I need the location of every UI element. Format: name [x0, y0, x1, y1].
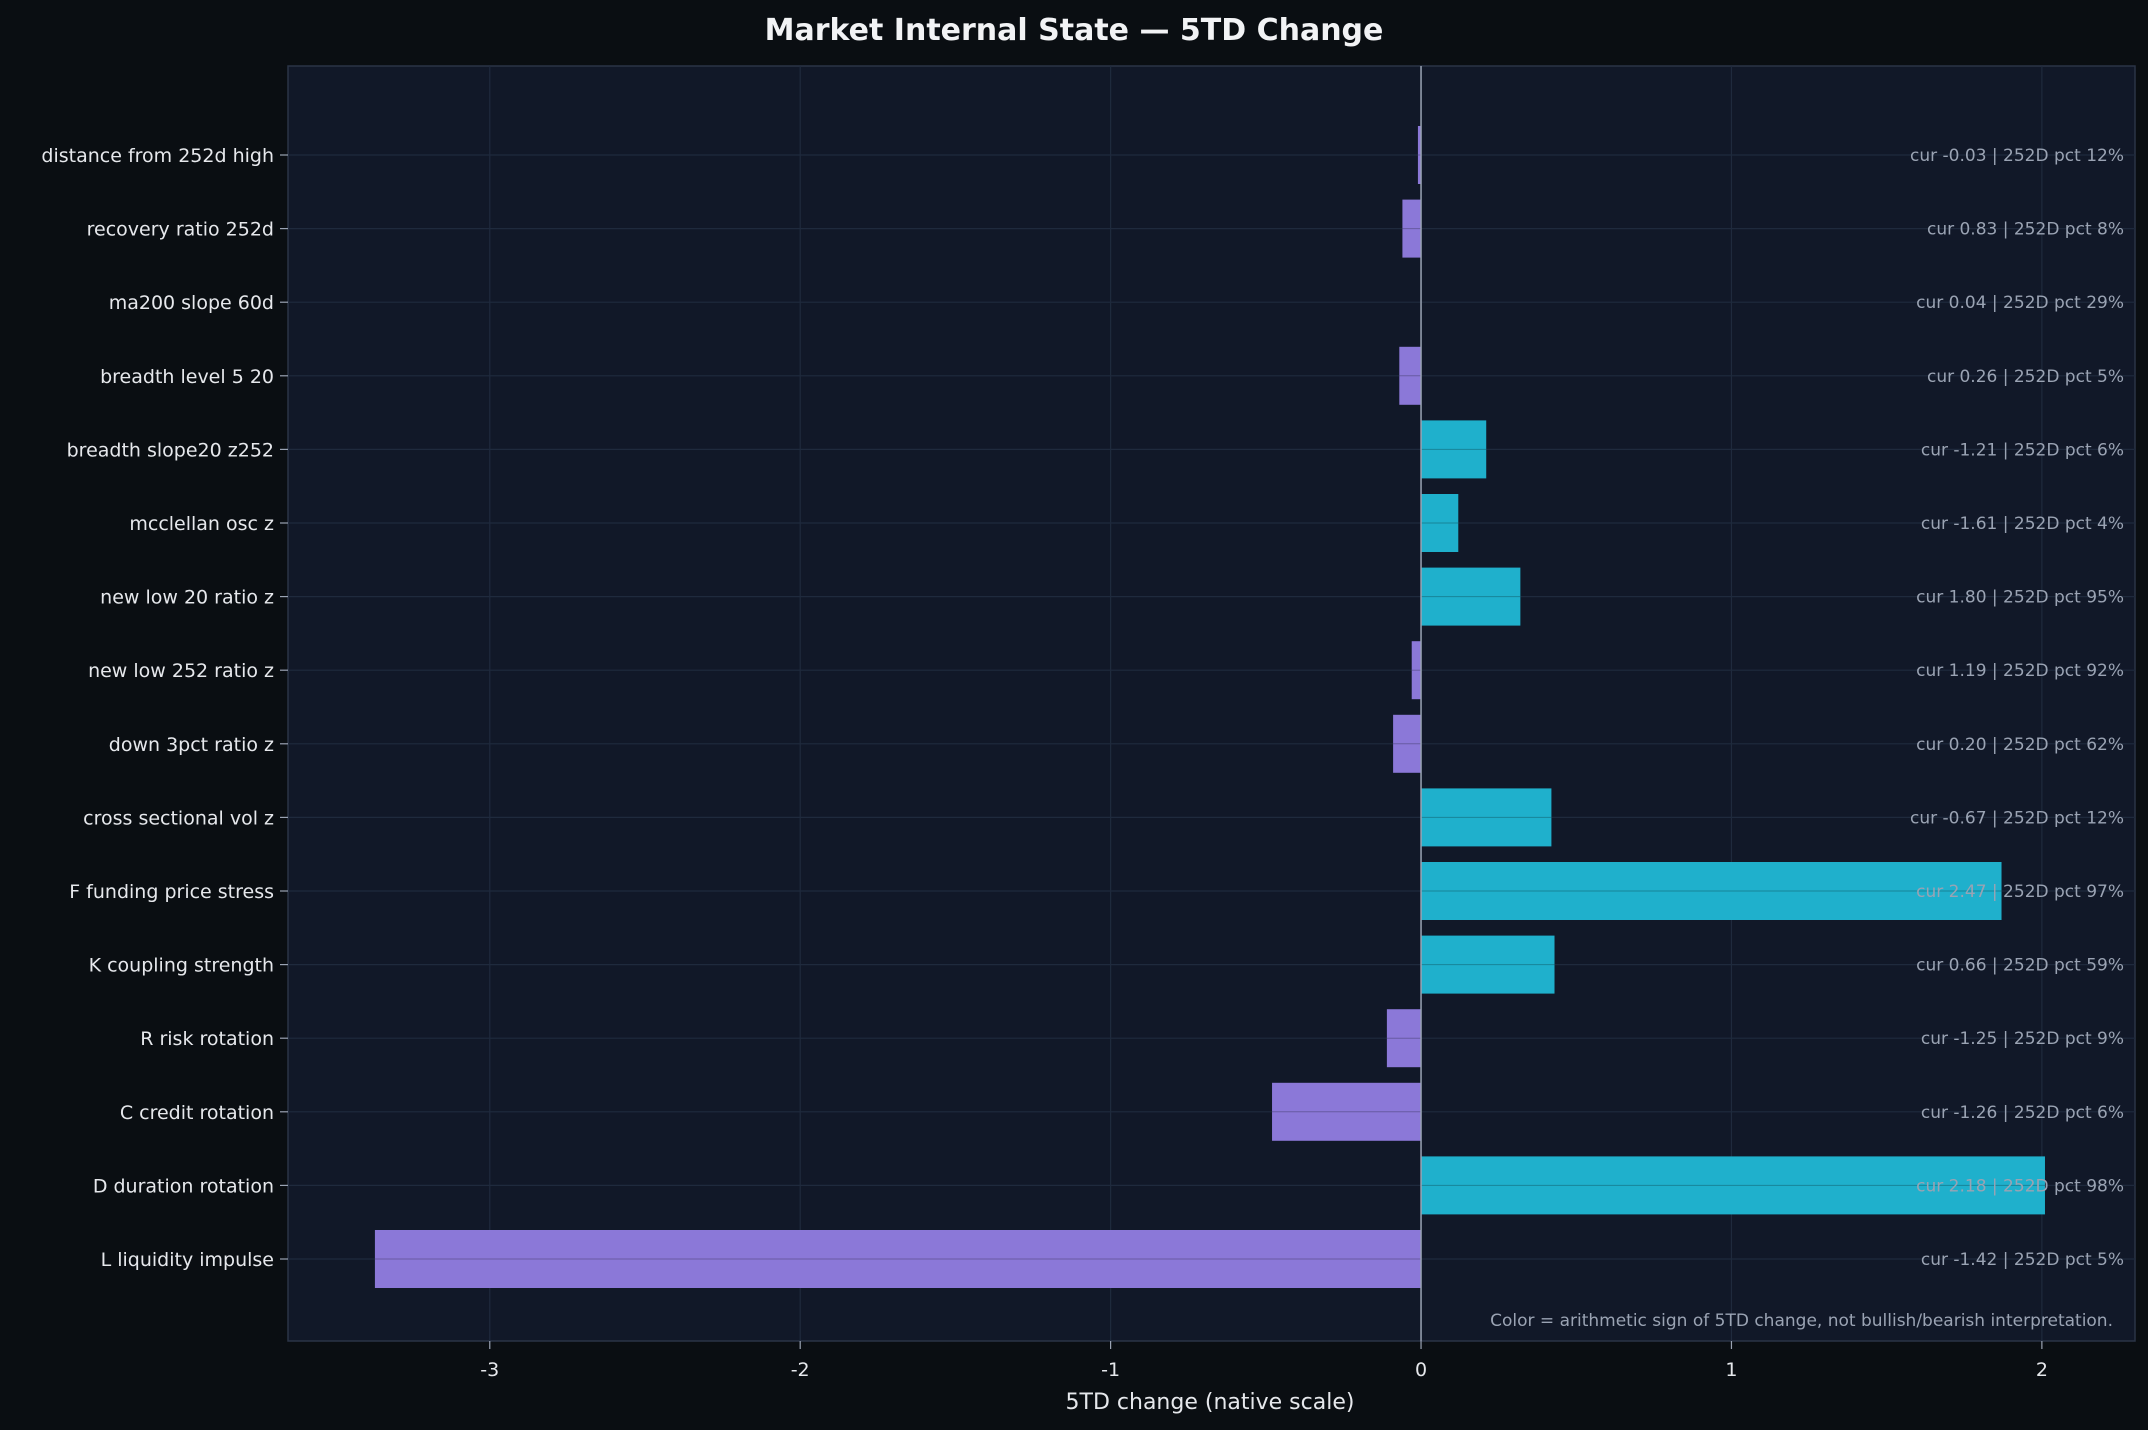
x-tick-label: -3	[480, 1359, 499, 1381]
bar-new-low-20-ratio-z	[1421, 567, 1521, 626]
value-annotations: cur -0.03 | 252D pct 12% cur 0.83 | 252D …	[1910, 146, 2124, 1270]
y-tick-label: ma200 slope 60d	[109, 292, 274, 314]
value-annotation: cur 1.80 | 252D pct 95%	[1916, 588, 2124, 608]
y-tick-label: C credit rotation	[120, 1102, 274, 1124]
bar-k-coupling-strength	[1421, 935, 1555, 994]
bar-c-credit-rotation	[1272, 1082, 1422, 1141]
bar-l-liquidity-impulse	[374, 1230, 1422, 1288]
value-annotation: cur -1.25 | 252D pct 9%	[1921, 1029, 2124, 1049]
value-annotation: cur 0.26 | 252D pct 5%	[1927, 367, 2124, 387]
y-tick-label: R risk rotation	[140, 1028, 274, 1050]
y-tick-label: K coupling strength	[89, 955, 274, 977]
value-annotation: cur 1.19 | 252D pct 92%	[1916, 661, 2124, 681]
value-annotation: cur 0.83 | 252D pct 8%	[1927, 220, 2124, 240]
bar-d-duration-rotation	[1421, 1156, 2045, 1215]
x-tick-label: -2	[791, 1359, 810, 1381]
x-tick-labels: -3 -2 -1 0 1 2	[480, 1341, 2048, 1381]
value-annotation: cur 0.20 | 252D pct 62%	[1916, 735, 2124, 755]
value-annotation: cur -1.61 | 252D pct 4%	[1921, 514, 2124, 534]
y-tick-label: new low 252 ratio z	[88, 660, 274, 682]
x-tick-label: 0	[1415, 1359, 1427, 1381]
footnote: Color = arithmetic sign of 5TD change, n…	[1490, 1311, 2113, 1331]
chart-title: Market Internal State — 5TD Change	[765, 13, 1384, 48]
bar-breadth-level-5-20	[1399, 346, 1422, 405]
y-tick-label: breadth slope20 z252	[67, 439, 274, 461]
y-tick-label: breadth level 5 20	[100, 366, 274, 388]
value-annotation: cur -1.21 | 252D pct 6%	[1921, 440, 2124, 460]
y-tick-label: cross sectional vol z	[83, 807, 274, 829]
value-annotation: cur 2.18 | 252D pct 98%	[1916, 1176, 2124, 1196]
y-tick-label: D duration rotation	[93, 1175, 274, 1197]
value-annotation: cur 0.66 | 252D pct 59%	[1916, 956, 2124, 976]
y-tick-labels: distance from 252d high recovery ratio 25…	[41, 145, 288, 1271]
y-tick-label: down 3pct ratio z	[109, 734, 274, 756]
x-tick-label: -1	[1101, 1359, 1120, 1381]
value-annotation: cur 2.47 | 252D pct 97%	[1916, 882, 2124, 902]
bar-recovery-ratio-252d	[1402, 199, 1422, 258]
y-tick-label: new low 20 ratio z	[100, 587, 274, 609]
bar-new-low-252-ratio-z	[1411, 641, 1422, 700]
bars	[374, 126, 2045, 1288]
value-annotation: cur -0.67 | 252D pct 12%	[1910, 808, 2124, 828]
x-tick-label: 1	[1725, 1359, 1737, 1381]
bar-distance-from-252d-high	[1417, 126, 1422, 184]
y-tick-label: distance from 252d high	[41, 145, 274, 167]
y-tick-label: L liquidity impulse	[101, 1249, 274, 1271]
bar-mcclellan-osc-z	[1421, 494, 1459, 552]
y-tick-label: mcclellan osc z	[129, 513, 274, 535]
plot-area	[287, 65, 2136, 1342]
value-annotation: cur -1.26 | 252D pct 6%	[1921, 1103, 2124, 1123]
x-axis-label: 5TD change (native scale)	[1066, 1390, 1355, 1415]
y-tick-label: recovery ratio 252d	[87, 219, 274, 241]
bar-down-3pct-ratio-z	[1393, 714, 1422, 773]
y-tick-label: F funding price stress	[69, 881, 274, 903]
bar-cross-sectional-vol-z	[1421, 788, 1552, 847]
value-annotation: cur 0.04 | 252D pct 29%	[1916, 293, 2124, 313]
value-annotation: cur -0.03 | 252D pct 12%	[1910, 146, 2124, 166]
bar-r-risk-rotation	[1386, 1009, 1422, 1068]
x-tick-label: 2	[2036, 1359, 2048, 1381]
bar-f-funding-price-stress	[1421, 862, 2002, 920]
value-annotation: cur -1.42 | 252D pct 5%	[1921, 1250, 2124, 1270]
bar-breadth-slope20-z252	[1421, 420, 1487, 479]
